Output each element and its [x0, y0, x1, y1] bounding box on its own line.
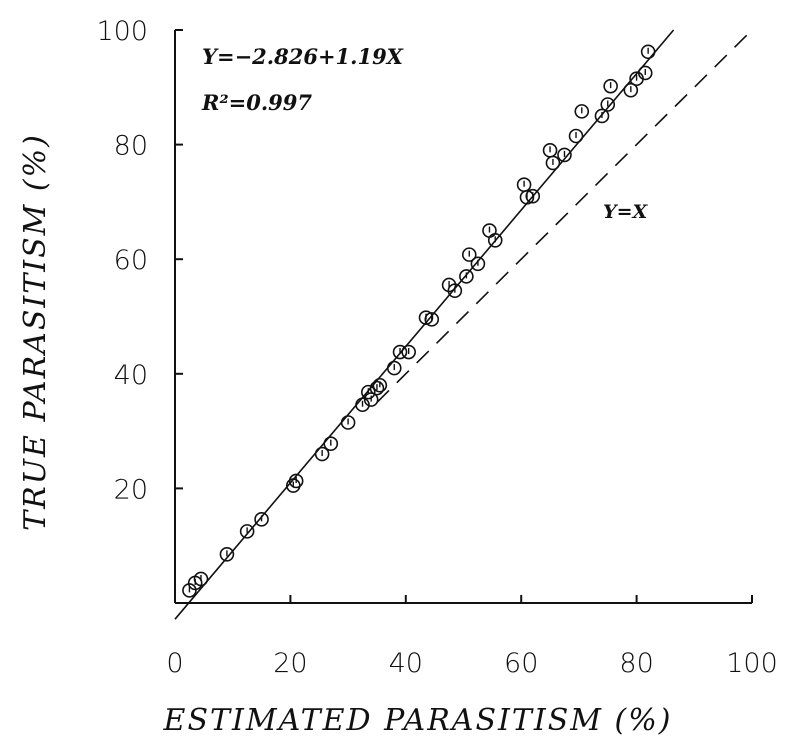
data-point-30 [525, 188, 541, 204]
x-tick-label-0: 0 [166, 648, 183, 679]
data-point-2 [193, 571, 209, 587]
identity-reference-line [376, 29, 753, 404]
data-point-14 [369, 380, 385, 396]
data-point-3 [219, 546, 235, 562]
regression-equation: Y=−2.826+1.19X [202, 44, 404, 69]
data-point-4 [239, 524, 255, 539]
data-point-25 [470, 256, 486, 272]
data-point-28 [516, 177, 532, 193]
data-point-8 [314, 446, 330, 462]
data-point-27 [487, 232, 503, 248]
x-axis-title: ESTIMATED PARASITISM (%) [163, 703, 673, 738]
data-point-38 [603, 78, 618, 94]
data-point-32 [545, 155, 561, 171]
data-point-13 [363, 392, 379, 407]
data-point-39 [623, 82, 639, 98]
data-point-11 [355, 397, 370, 413]
x-tick-label-2: 40 [389, 648, 423, 679]
data-point-20 [424, 312, 440, 327]
data-point-36 [594, 108, 610, 124]
y-axis-title: TRUE PARASITISM (%) [18, 133, 53, 531]
data-point-24 [461, 247, 477, 262]
x-tick-label-4: 80 [619, 648, 653, 679]
data-point-33 [557, 147, 572, 163]
y-tick-label-4: 100 [96, 16, 148, 47]
data-point-41 [637, 65, 653, 81]
data-point-23 [459, 269, 474, 284]
data-point-26 [482, 223, 497, 238]
data-point-34 [568, 128, 584, 144]
data-point-16 [386, 360, 402, 376]
data-point-7 [288, 473, 304, 489]
y-tick-label-0: 20 [114, 474, 148, 505]
data-point-35 [574, 104, 590, 119]
data-point-37 [600, 97, 616, 112]
data-point-31 [542, 143, 558, 158]
tick-labels: 0 20 40 60 80 100 20 40 60 80 100 [96, 16, 777, 679]
axes [174, 30, 752, 604]
r-squared-label: R²=0.997 [201, 90, 312, 115]
y-tick-label-1: 40 [114, 360, 148, 391]
y-tick-label-2: 60 [114, 245, 148, 276]
data-point-42 [640, 44, 656, 60]
tick-marks [174, 29, 753, 603]
data-points [182, 44, 656, 598]
x-tick-label-5: 100 [726, 648, 778, 679]
x-tick-label-1: 20 [273, 648, 307, 679]
data-point-15 [372, 377, 388, 393]
data-point-9 [323, 436, 339, 452]
data-point-17 [392, 344, 408, 360]
data-point-10 [340, 415, 356, 430]
data-point-22 [447, 283, 463, 299]
data-point-18 [401, 344, 416, 360]
identity-line-label: Y=X [603, 201, 648, 223]
data-point-5 [254, 512, 269, 527]
y-tick-label-3: 80 [114, 131, 148, 162]
x-tick-label-3: 60 [504, 648, 538, 679]
